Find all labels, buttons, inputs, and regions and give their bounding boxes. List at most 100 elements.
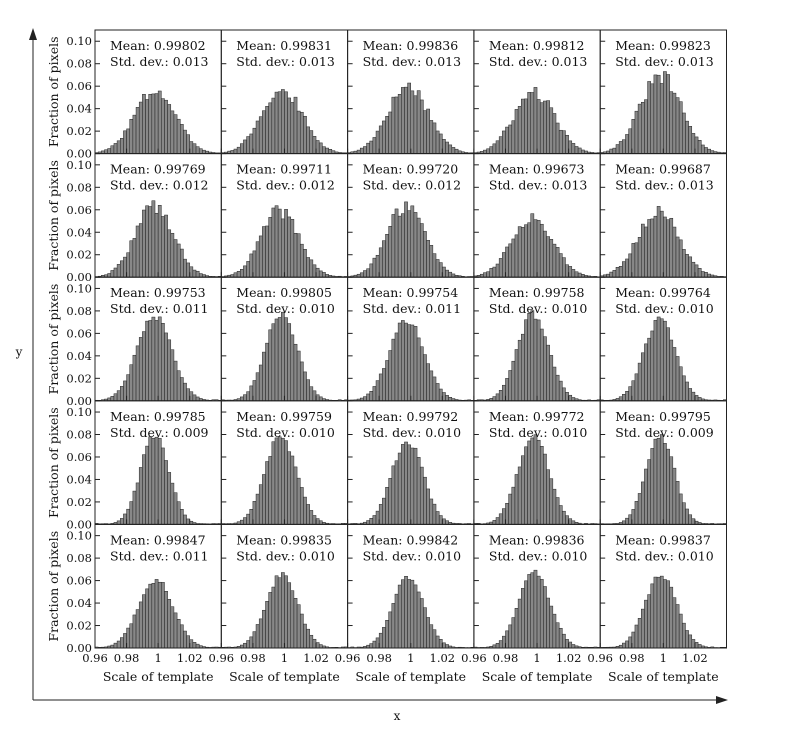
bar (448, 144, 453, 154)
bar (262, 474, 266, 525)
y-tick-label: 0.00 (66, 394, 92, 408)
bar (495, 263, 500, 278)
bar (401, 213, 405, 278)
bar (410, 447, 415, 525)
stat-mean-label: Mean: (236, 285, 276, 300)
bar (309, 130, 314, 154)
bar (533, 87, 538, 154)
bar (511, 120, 516, 154)
bar (385, 360, 389, 402)
bar (359, 272, 364, 278)
bar (195, 396, 200, 402)
stat-std-value: 0.010 (425, 548, 461, 563)
bar (271, 586, 276, 649)
x-tick-label: 1.02 (430, 651, 456, 665)
stat-std-label: Std. dev.: (236, 425, 295, 440)
y-tick-label: 0.08 (66, 428, 92, 442)
bar (637, 618, 642, 649)
bar (407, 210, 411, 278)
bar (287, 323, 292, 402)
bar (663, 443, 667, 525)
bar (612, 147, 617, 154)
bar (682, 249, 686, 278)
bar (372, 257, 377, 278)
stat-std: Std. dev.: 0.010 (615, 548, 714, 563)
bar (388, 350, 393, 402)
bar (132, 114, 137, 154)
stat-mean-value: 0.99687 (659, 162, 711, 177)
bar (419, 346, 424, 402)
bar (650, 448, 655, 525)
stat-std-value: 0.009 (678, 425, 714, 440)
bar (707, 148, 711, 154)
bar (113, 267, 118, 278)
bar (135, 609, 140, 649)
stat-mean-label: Mean: (110, 162, 150, 177)
stat-std-value: 0.013 (678, 178, 714, 193)
bar (388, 478, 393, 525)
bar (148, 583, 153, 649)
stat-std: Std. dev.: 0.012 (110, 178, 209, 193)
bar (659, 434, 664, 525)
bar (429, 120, 434, 154)
bar (631, 243, 636, 278)
x-tick-label: 0.98 (493, 651, 519, 665)
bar (672, 597, 677, 649)
bar (299, 111, 304, 154)
bar (180, 124, 184, 154)
bar (524, 224, 528, 278)
bar (492, 520, 497, 525)
bar (650, 583, 655, 649)
bar (192, 143, 197, 154)
stat-mean-label: Mean: (615, 162, 655, 177)
stat-mean: Mean: 0.99792 (363, 409, 459, 424)
stat-mean: Mean: 0.99758 (489, 285, 585, 300)
bar (404, 86, 408, 154)
bar (672, 467, 677, 525)
bar (666, 327, 670, 402)
bar (435, 383, 440, 402)
bar (274, 437, 279, 525)
bar (110, 396, 115, 402)
stat-std-label: Std. dev.: (110, 425, 169, 440)
stat-std-label: Std. dev.: (236, 54, 295, 69)
outer-x-label: x (394, 709, 401, 723)
bar (700, 144, 705, 154)
bar (609, 271, 614, 278)
bar (685, 508, 689, 525)
stat-std-label: Std. dev.: (489, 301, 548, 316)
bar (240, 519, 244, 525)
stat-std-label: Std. dev.: (363, 301, 422, 316)
bar (385, 487, 389, 525)
bar (271, 441, 276, 525)
stat-std-value: 0.013 (425, 54, 461, 69)
bar (552, 366, 557, 402)
bar (546, 469, 550, 525)
bar (154, 579, 159, 649)
bar (552, 113, 557, 154)
bar (132, 614, 137, 649)
bar (142, 331, 146, 402)
y-tick-label: 0.04 (66, 225, 92, 239)
bar (577, 147, 582, 154)
bar (407, 82, 411, 154)
stat-mean: Mean: 0.99847 (110, 532, 206, 547)
bar (688, 634, 693, 649)
bar (151, 437, 156, 525)
bar (410, 324, 415, 402)
bar (432, 253, 437, 278)
bar (306, 257, 310, 278)
bar (678, 493, 683, 525)
bar (615, 267, 620, 278)
bar (195, 146, 200, 154)
bar (432, 503, 437, 525)
bar (656, 74, 661, 154)
bar (429, 498, 434, 525)
bar (539, 102, 544, 154)
stat-std-label: Std. dev.: (489, 425, 548, 440)
bar (107, 273, 112, 278)
bar (306, 504, 310, 525)
bar (356, 149, 361, 154)
bar (533, 434, 538, 525)
bar (618, 266, 623, 278)
